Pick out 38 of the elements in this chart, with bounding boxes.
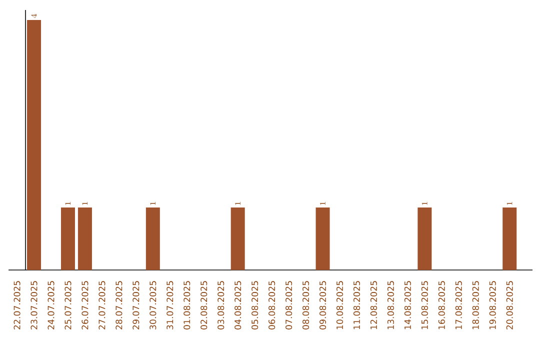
x-tick-label: 18.08.2025 <box>472 281 479 330</box>
x-tick-label: 14.08.2025 <box>404 281 411 330</box>
x-tick-label: 19.08.2025 <box>489 281 496 330</box>
x-tick-label: 06.08.2025 <box>268 281 276 330</box>
x-tick-label: 08.08.2025 <box>302 281 310 330</box>
x-tick-label: 22.07.2025 <box>14 281 20 330</box>
x-tick-label: 15.08.2025 <box>421 281 428 330</box>
x-tick-label: 27.07.2025 <box>98 281 106 330</box>
x-tick-label: 11.08.2025 <box>353 281 360 330</box>
x-tick-label: 26.07.2025 <box>82 281 88 330</box>
data-label: 4 <box>31 14 37 18</box>
x-tick-label: 05.08.2025 <box>252 281 258 330</box>
x-tick-label: 20.08.2025 <box>506 281 513 330</box>
x-tick-label: 25.07.2025 <box>64 281 72 330</box>
x-tick-label: 04.08.2025 <box>234 281 242 330</box>
x-tick-label: 09.08.2025 <box>320 281 326 330</box>
x-tick-label: 03.08.2025 <box>218 281 224 330</box>
x-tick-label: 13.08.2025 <box>387 281 394 330</box>
data-label: 1 <box>506 202 512 205</box>
x-tick-label: 30.07.2025 <box>150 281 156 330</box>
x-tick-label: 07.08.2025 <box>286 281 292 330</box>
x-tick-label: 01.08.2025 <box>184 281 190 330</box>
x-tick-label: 10.08.2025 <box>336 281 344 330</box>
data-label: 1 <box>82 202 88 205</box>
x-tick-label: 29.07.2025 <box>132 281 140 330</box>
x-tick-label: 12.08.2025 <box>370 281 377 330</box>
x-tick-label: 31.07.2025 <box>166 281 174 330</box>
data-label: 1 <box>150 202 156 205</box>
data-label: 1 <box>320 202 326 205</box>
x-tick-label: 24.07.2025 <box>48 281 54 330</box>
x-tick-label: 28.07.2025 <box>116 281 122 330</box>
x-tick-label: 02.08.2025 <box>200 281 208 330</box>
x-tick-label: 23.07.2025 <box>30 281 38 330</box>
x-tick-label: 16.08.2025 <box>438 281 445 330</box>
data-label: 1 <box>235 202 240 205</box>
x-tick-label: 17.08.2025 <box>455 281 462 330</box>
data-label: 1 <box>65 202 71 205</box>
data-label: 1 <box>422 202 428 205</box>
